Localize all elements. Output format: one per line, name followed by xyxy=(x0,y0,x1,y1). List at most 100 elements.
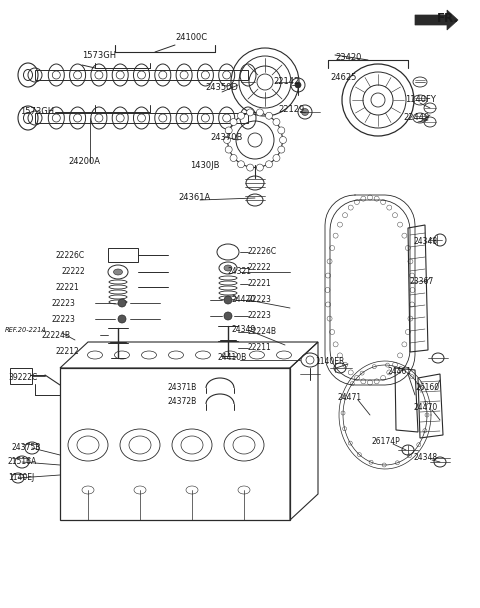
Text: 26160: 26160 xyxy=(415,384,439,393)
Ellipse shape xyxy=(397,353,403,358)
Text: 24200A: 24200A xyxy=(68,157,100,167)
Text: 24470: 24470 xyxy=(413,404,437,412)
Text: 26174P: 26174P xyxy=(372,438,401,446)
Text: 22221: 22221 xyxy=(55,283,79,291)
Text: 1430JB: 1430JB xyxy=(190,161,219,170)
Ellipse shape xyxy=(410,375,414,379)
Ellipse shape xyxy=(369,460,373,464)
Ellipse shape xyxy=(385,363,389,367)
Ellipse shape xyxy=(273,154,280,162)
Ellipse shape xyxy=(256,164,264,171)
Bar xyxy=(35,70,248,80)
Ellipse shape xyxy=(118,315,126,323)
Text: 22221: 22221 xyxy=(248,280,272,289)
Ellipse shape xyxy=(402,342,407,347)
Text: 22223: 22223 xyxy=(248,295,272,305)
Bar xyxy=(35,113,248,123)
Ellipse shape xyxy=(381,376,385,381)
Ellipse shape xyxy=(278,146,285,153)
Ellipse shape xyxy=(325,273,331,278)
Ellipse shape xyxy=(409,273,414,278)
Ellipse shape xyxy=(344,395,348,399)
Text: 22224B: 22224B xyxy=(248,328,277,336)
Ellipse shape xyxy=(406,330,410,334)
Ellipse shape xyxy=(337,222,342,227)
Ellipse shape xyxy=(343,213,348,218)
Text: 24100C: 24100C xyxy=(175,33,207,43)
Ellipse shape xyxy=(374,379,379,384)
Text: 24321: 24321 xyxy=(228,268,252,277)
Text: 24420: 24420 xyxy=(232,295,256,305)
Ellipse shape xyxy=(238,112,244,119)
Text: 22222: 22222 xyxy=(62,268,86,277)
Ellipse shape xyxy=(295,82,301,88)
Ellipse shape xyxy=(382,463,386,467)
Text: 22226C: 22226C xyxy=(248,247,277,257)
Ellipse shape xyxy=(393,362,397,367)
Ellipse shape xyxy=(425,413,429,417)
Ellipse shape xyxy=(358,452,361,457)
Ellipse shape xyxy=(333,342,338,347)
Text: 22226C: 22226C xyxy=(55,250,84,260)
Ellipse shape xyxy=(407,454,411,458)
Ellipse shape xyxy=(343,427,347,430)
Ellipse shape xyxy=(361,196,366,201)
Text: 23420: 23420 xyxy=(335,54,361,63)
Ellipse shape xyxy=(265,161,273,168)
Ellipse shape xyxy=(387,370,392,375)
Ellipse shape xyxy=(409,302,414,307)
Bar xyxy=(108,248,138,262)
Ellipse shape xyxy=(372,365,376,368)
Text: 22211: 22211 xyxy=(248,344,272,353)
Text: 22142: 22142 xyxy=(273,77,299,86)
Ellipse shape xyxy=(417,443,421,447)
Ellipse shape xyxy=(360,371,364,375)
Ellipse shape xyxy=(230,119,237,125)
Text: 23367: 23367 xyxy=(410,277,434,286)
Text: 24349: 24349 xyxy=(232,325,256,334)
Ellipse shape xyxy=(325,302,331,307)
Ellipse shape xyxy=(402,233,407,238)
Ellipse shape xyxy=(387,205,392,210)
Text: 24372B: 24372B xyxy=(168,398,197,407)
Text: 22224B: 22224B xyxy=(42,331,71,339)
Ellipse shape xyxy=(337,353,342,358)
Ellipse shape xyxy=(408,316,413,321)
Ellipse shape xyxy=(256,109,264,116)
Text: 22129: 22129 xyxy=(278,106,304,114)
Text: 1573GH: 1573GH xyxy=(82,50,116,60)
Text: FR.: FR. xyxy=(437,12,459,24)
Ellipse shape xyxy=(330,330,335,334)
Ellipse shape xyxy=(343,362,348,367)
Text: 22212: 22212 xyxy=(55,347,79,356)
Ellipse shape xyxy=(325,288,330,292)
Ellipse shape xyxy=(265,112,273,119)
Ellipse shape xyxy=(327,316,332,321)
Text: 24371B: 24371B xyxy=(168,384,197,393)
Ellipse shape xyxy=(419,387,423,390)
Bar xyxy=(10,368,32,384)
Ellipse shape xyxy=(224,137,230,143)
Ellipse shape xyxy=(230,154,237,162)
Text: 1573GH: 1573GH xyxy=(20,108,54,117)
Ellipse shape xyxy=(224,265,232,271)
Ellipse shape xyxy=(381,199,385,204)
Polygon shape xyxy=(415,10,458,30)
Text: 22449: 22449 xyxy=(403,114,429,122)
Text: REF.20-221A: REF.20-221A xyxy=(5,327,47,333)
Ellipse shape xyxy=(327,259,332,264)
Text: 24370B: 24370B xyxy=(210,133,242,142)
Ellipse shape xyxy=(393,213,397,218)
Text: 24348: 24348 xyxy=(413,238,437,246)
Ellipse shape xyxy=(301,108,309,116)
Ellipse shape xyxy=(118,299,126,307)
Ellipse shape xyxy=(278,127,285,134)
Text: 22222: 22222 xyxy=(248,263,272,272)
Text: 24471: 24471 xyxy=(338,393,362,402)
Text: 24350D: 24350D xyxy=(205,83,238,92)
Text: 24461: 24461 xyxy=(388,367,412,376)
Ellipse shape xyxy=(424,401,428,405)
Ellipse shape xyxy=(423,429,427,433)
Ellipse shape xyxy=(348,205,353,210)
Ellipse shape xyxy=(368,380,372,385)
